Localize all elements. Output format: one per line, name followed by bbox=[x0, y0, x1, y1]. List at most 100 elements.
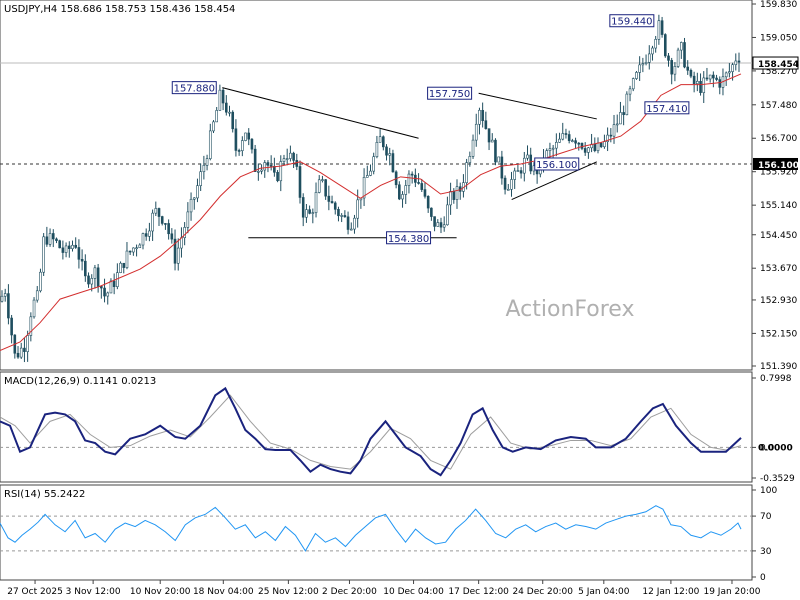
candle-body bbox=[369, 170, 372, 176]
candle-body bbox=[567, 134, 571, 141]
candle-body bbox=[199, 171, 202, 186]
candle-body bbox=[513, 170, 516, 180]
candle-body bbox=[218, 89, 222, 111]
candle-body bbox=[574, 140, 577, 144]
current-price-tag bbox=[752, 56, 799, 70]
candle-body bbox=[112, 280, 116, 287]
candle-body bbox=[176, 247, 180, 264]
candle-body bbox=[388, 153, 392, 156]
candle-body bbox=[61, 247, 65, 253]
candle-body bbox=[32, 299, 36, 318]
candle-body bbox=[641, 63, 645, 66]
candle-body bbox=[494, 139, 497, 163]
candle-body bbox=[257, 170, 260, 173]
candle-body bbox=[100, 286, 103, 289]
candle-body bbox=[64, 245, 68, 253]
candle-body bbox=[699, 80, 702, 93]
candle-body bbox=[708, 74, 712, 80]
candle-body bbox=[686, 66, 690, 71]
candle-body bbox=[96, 267, 100, 287]
candle-body bbox=[555, 141, 558, 149]
macd-y-tick-label: 0.00 bbox=[760, 443, 780, 453]
price-annotation-box bbox=[609, 14, 655, 28]
candle-body bbox=[487, 128, 491, 143]
candle-body bbox=[157, 208, 161, 217]
candle-body bbox=[151, 212, 154, 232]
price-annotation-label: 157.410 bbox=[646, 104, 687, 115]
candle-body bbox=[382, 136, 385, 148]
candle-body bbox=[71, 244, 74, 250]
candle-body bbox=[186, 211, 190, 228]
candle-body bbox=[571, 140, 574, 142]
moving-average-line bbox=[0, 73, 742, 352]
candle-body bbox=[580, 142, 584, 149]
macd-header: MACD(12,26,9) 0.1141 0.0213 bbox=[4, 376, 156, 387]
candle-body bbox=[225, 102, 228, 113]
candle-body bbox=[526, 154, 529, 159]
candle-body bbox=[138, 244, 142, 249]
candle-body bbox=[276, 172, 279, 182]
candle-body bbox=[353, 217, 356, 230]
candle-body bbox=[654, 39, 657, 49]
price-y-tick-label: 159.050 bbox=[760, 33, 797, 43]
candle-body bbox=[612, 124, 616, 137]
rsi-y-tick-label: 30 bbox=[760, 547, 772, 557]
candle-body bbox=[593, 143, 597, 151]
candle-body bbox=[516, 170, 520, 172]
price-y-tick-label: 155.920 bbox=[760, 168, 797, 178]
candle-body bbox=[231, 111, 235, 130]
candle-body bbox=[455, 186, 459, 200]
price-panel bbox=[0, 0, 753, 371]
candle-body bbox=[0, 295, 4, 302]
candle-body bbox=[314, 192, 318, 213]
candle-body bbox=[324, 179, 327, 197]
candle-body bbox=[718, 79, 722, 88]
candle-body bbox=[647, 53, 651, 63]
rsi-layer bbox=[0, 505, 752, 552]
rsi-y-tick-label: 0 bbox=[760, 573, 766, 583]
candle-body bbox=[141, 233, 145, 246]
candle-body bbox=[587, 147, 590, 153]
candle-body bbox=[29, 316, 33, 336]
candle-body bbox=[423, 189, 427, 197]
price-y-tick-label: 152.150 bbox=[760, 329, 797, 339]
candle-body bbox=[638, 64, 641, 73]
candle-body bbox=[298, 166, 302, 198]
macd-series-line bbox=[0, 394, 742, 470]
macd-y-tick-label: 0.7998 bbox=[760, 374, 792, 384]
candle-body bbox=[519, 170, 523, 174]
macd-layer bbox=[0, 386, 752, 477]
candle-body bbox=[67, 245, 71, 250]
candle-body bbox=[465, 162, 468, 183]
candle-body bbox=[365, 175, 369, 178]
candle-body bbox=[410, 173, 414, 176]
candle-body bbox=[667, 55, 670, 61]
candle-body bbox=[442, 224, 446, 228]
rsi-y-tick-label: 70 bbox=[760, 512, 772, 522]
candle-body bbox=[628, 88, 632, 95]
axis-layer: 159.830 159.050 158.270 157.480 156.700 155.9… bbox=[7, 0, 799, 597]
candle-body bbox=[596, 142, 600, 151]
candle-body bbox=[404, 185, 408, 195]
candle-body bbox=[35, 290, 39, 301]
candle-body bbox=[497, 156, 500, 163]
candle-body bbox=[74, 244, 78, 248]
candle-body bbox=[55, 238, 58, 241]
x-tick-label: 18 Nov 04:00 bbox=[193, 587, 254, 597]
x-tick-label: 10 Nov 20:00 bbox=[130, 587, 191, 597]
candle-body bbox=[398, 184, 401, 200]
candle-body bbox=[705, 77, 709, 80]
candle-body bbox=[635, 72, 638, 79]
candle-body bbox=[241, 140, 244, 151]
candle-body bbox=[228, 111, 231, 114]
candle-body bbox=[154, 208, 158, 214]
candle-body bbox=[375, 142, 379, 158]
x-tick-label: 12 Jan 12:00 bbox=[642, 587, 699, 597]
candle-body bbox=[289, 152, 292, 159]
candle-body bbox=[599, 142, 603, 148]
candle-body bbox=[439, 222, 443, 228]
price-annotation-box bbox=[644, 101, 690, 115]
candle-body bbox=[132, 247, 135, 253]
price-y-tick-label: 154.450 bbox=[760, 231, 797, 241]
candle-body bbox=[683, 42, 686, 68]
